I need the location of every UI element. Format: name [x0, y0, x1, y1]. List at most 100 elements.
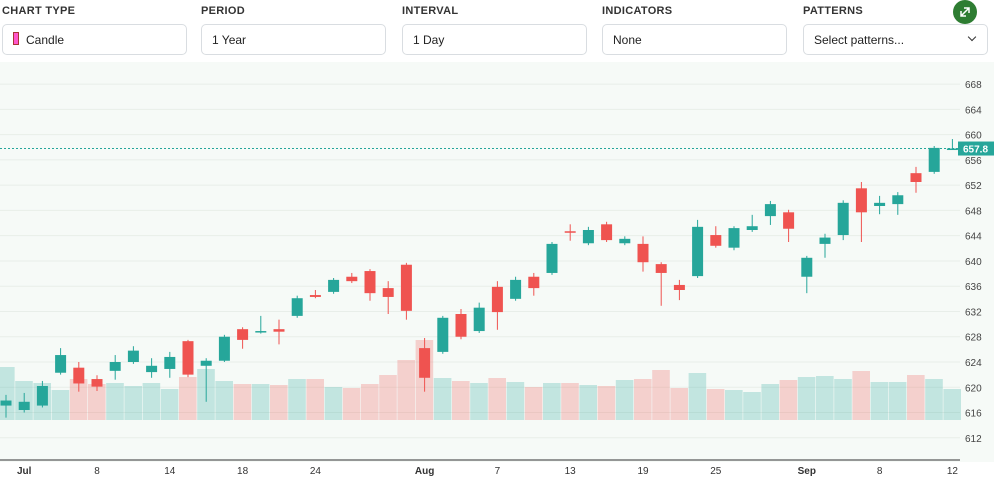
volume-bar	[907, 375, 925, 420]
control-select[interactable]: 1 Day	[402, 24, 587, 55]
volume-bar	[160, 389, 179, 420]
control-select[interactable]: 1 Year	[201, 24, 386, 55]
volume-bar	[179, 377, 197, 420]
volume-bar	[288, 379, 306, 420]
control-value: 1 Year	[212, 33, 247, 47]
candle-body	[36, 386, 48, 406]
y-tick-label: 648	[965, 206, 982, 217]
candle-body	[673, 284, 685, 290]
x-tick-label: 25	[710, 466, 722, 477]
candle-body	[18, 401, 30, 410]
volume-bar	[379, 375, 397, 420]
volume-bar	[652, 370, 670, 420]
volume-bar	[506, 382, 525, 420]
candle-body	[419, 348, 431, 378]
x-tick-label: 7	[495, 466, 501, 477]
candle-body	[801, 257, 813, 277]
volume-bar	[943, 389, 961, 420]
candle-body	[73, 367, 85, 384]
volume-bar	[597, 386, 616, 420]
volume-bar	[779, 380, 798, 420]
candle-body	[237, 329, 249, 340]
volume-bar	[870, 382, 889, 420]
last-price-box	[958, 141, 994, 156]
control-select[interactable]: Candle	[2, 24, 187, 55]
control-label: PATTERNS	[803, 5, 864, 17]
volume-bar	[142, 383, 161, 420]
candle-body	[910, 173, 922, 182]
chart: 612 616 620 624 628 632 636 640 644 648 652 656 660 6…	[0, 62, 994, 477]
volume-bar	[69, 379, 88, 420]
x-tick-label: 12	[947, 466, 959, 477]
y-tick-label: 628	[965, 333, 982, 344]
volume-bar	[888, 382, 907, 420]
volume-bar	[361, 384, 379, 420]
candle-body	[255, 331, 267, 333]
volume-bar	[634, 379, 652, 420]
candle-body	[655, 264, 667, 273]
control-value: Select patterns...	[814, 33, 905, 47]
volume-bar	[397, 360, 415, 420]
control-select[interactable]: None	[602, 24, 787, 55]
candle-body	[892, 195, 904, 205]
control-label: INTERVAL	[402, 5, 459, 17]
y-tick-label: 668	[965, 80, 982, 91]
volume-bar	[470, 383, 488, 420]
candle-body	[0, 400, 12, 406]
y-tick-label: 660	[965, 131, 982, 142]
y-tick-label: 664	[965, 105, 982, 116]
last-price-label: 657.8	[963, 145, 988, 156]
expand-button[interactable]	[952, 0, 978, 26]
volume-bar	[215, 381, 233, 420]
volume-bar	[488, 378, 506, 420]
candle-body	[928, 147, 940, 172]
candle-body	[601, 224, 613, 241]
control-value: None	[613, 33, 642, 47]
volume-bar	[834, 379, 852, 420]
control-value: 1 Day	[413, 33, 445, 47]
candle-body	[437, 317, 449, 352]
candle-body	[783, 212, 795, 229]
candle-body	[819, 237, 831, 244]
candle-body	[528, 276, 540, 289]
candle-body	[692, 226, 704, 277]
chevron	[967, 32, 977, 42]
x-tick-label: 14	[164, 466, 176, 477]
y-tick-label: 644	[965, 232, 982, 243]
x-tick-label: 19	[637, 466, 649, 477]
candle-body	[382, 288, 394, 297]
candle-body	[455, 314, 467, 337]
volume-bar	[51, 390, 70, 420]
volume-bar	[251, 384, 270, 420]
volume-bar	[324, 387, 343, 420]
x-tick-label: Aug	[415, 466, 434, 477]
volume-bar	[124, 386, 142, 420]
candle-body	[764, 204, 776, 217]
volume-bar	[816, 376, 834, 420]
candle-body	[619, 238, 631, 244]
candle-body	[728, 228, 740, 248]
candle-body	[182, 341, 194, 375]
volume-bar	[233, 384, 252, 420]
control-value: Candle	[26, 33, 65, 47]
candle-body	[637, 243, 649, 263]
y-tick-label: 616	[965, 409, 982, 420]
x-tick-label: 8	[877, 466, 883, 477]
volume-bar	[743, 392, 761, 420]
candle-body	[473, 307, 485, 332]
volume-bar	[270, 385, 288, 420]
candle-body	[218, 336, 230, 361]
volume-bar	[0, 367, 15, 420]
candle-body	[291, 298, 303, 316]
volume-bar	[925, 379, 943, 420]
control-label: INDICATORS	[602, 5, 673, 17]
x-tick-label: 18	[237, 466, 249, 477]
candle-body	[364, 271, 376, 294]
control-label: CHART TYPE	[2, 5, 76, 17]
x-tick-label: 24	[310, 466, 322, 477]
volume-bar	[725, 390, 743, 420]
candle-icon	[13, 32, 19, 45]
volume-bar	[797, 377, 816, 420]
control-select[interactable]: Select patterns...	[803, 24, 988, 55]
